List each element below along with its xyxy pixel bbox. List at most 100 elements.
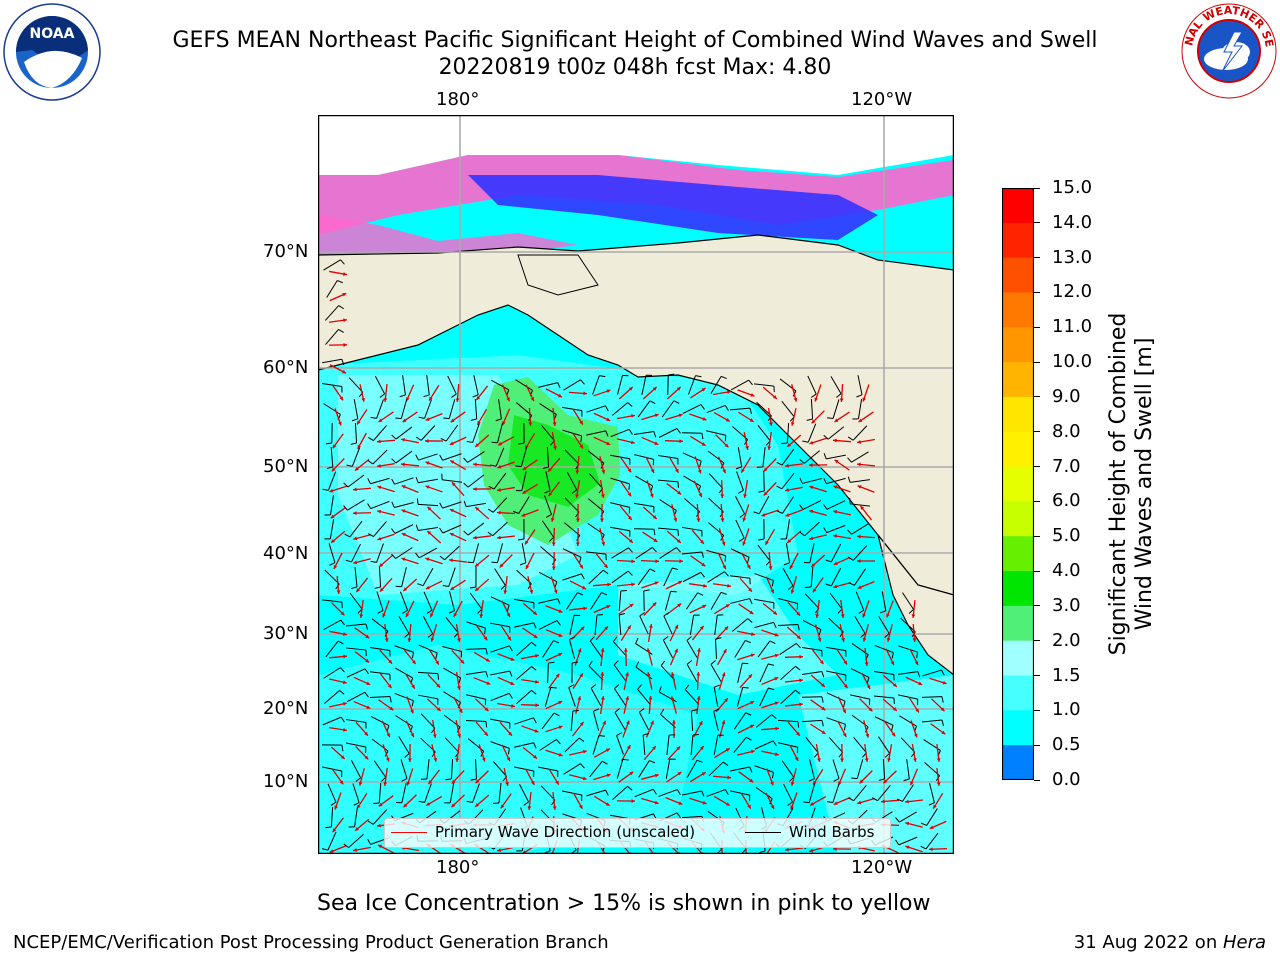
wave-direction-arrowhead — [365, 634, 370, 639]
wind-barb-flag — [367, 478, 371, 484]
wind-barb-flag — [797, 721, 800, 728]
wave-direction-arrowhead — [842, 732, 847, 737]
wave-direction-arrowhead — [342, 701, 347, 706]
wave-direction-arrowhead — [750, 724, 755, 729]
wave-direction-arrowhead — [503, 590, 508, 594]
wind-barb-flag — [847, 556, 854, 561]
wave-direction-arrowhead — [555, 673, 560, 678]
wave-direction-arrowhead — [603, 564, 608, 569]
wind-barb-flag — [789, 776, 795, 782]
wave-direction-arrowhead — [722, 469, 726, 474]
wind-barb-flag — [373, 802, 380, 805]
wave-direction-arrowhead — [892, 683, 897, 687]
wave-direction-arrowhead — [353, 536, 358, 541]
wind-barb — [882, 758, 886, 780]
wave-direction-arrowhead — [477, 420, 481, 425]
wave-direction-arrowhead — [628, 387, 633, 391]
colorbar-band — [1002, 188, 1034, 224]
wind-barb — [474, 398, 478, 420]
wind-barb-flag — [557, 382, 561, 389]
wind-barb — [354, 422, 358, 444]
wind-barb-flag — [344, 533, 351, 538]
wind-barb-flag — [351, 418, 358, 422]
wind-barb — [493, 472, 507, 490]
wind-barb — [926, 808, 938, 826]
wind-barb — [538, 382, 558, 388]
wave-direction-arrowhead — [530, 397, 535, 402]
wind-barb — [854, 616, 866, 634]
wave-direction-arrowhead — [338, 421, 342, 426]
wind-barb — [326, 280, 338, 298]
wave-direction-arrowhead — [357, 420, 361, 425]
wave-direction-arrowhead — [460, 659, 465, 664]
wind-barb-flag — [368, 533, 374, 538]
wave-direction-arrowhead — [475, 562, 479, 567]
wind-barb — [610, 502, 630, 508]
wave-direction-arrowhead — [356, 588, 361, 593]
wave-direction-arrowhead — [627, 625, 631, 630]
wind-barb — [850, 694, 870, 700]
wave-direction-arrowhead — [484, 731, 488, 736]
wind-barb — [417, 671, 439, 675]
wave-direction-arrowhead — [449, 558, 453, 563]
wind-barb — [658, 428, 678, 438]
wave-direction-arrowhead — [510, 657, 515, 661]
wave-direction-arrowhead — [843, 684, 848, 689]
wind-barb-legend-line — [745, 831, 781, 833]
wind-barb — [448, 567, 456, 587]
colorbar-tick-mark — [1034, 257, 1040, 259]
wind-barb — [922, 669, 942, 677]
wind-barb — [538, 620, 558, 630]
colorbar-band — [1002, 362, 1034, 398]
wave-direction-arrowhead — [340, 755, 345, 760]
colorbar-tick-label: 3.0 — [1052, 594, 1081, 616]
wave-direction-arrowhead — [529, 589, 534, 594]
wind-barb — [322, 716, 342, 726]
wave-direction-arrowhead — [530, 780, 535, 785]
wave-direction-arrowhead — [605, 748, 610, 753]
wave-direction-arrowhead — [886, 637, 891, 642]
wind-barb — [664, 591, 672, 611]
wind-barb-flag — [589, 636, 595, 642]
colorbar-tick-mark — [1034, 431, 1040, 433]
wind-barb — [827, 426, 845, 440]
wave-direction-arrowhead — [527, 806, 532, 810]
colorbar-tick-label: 1.5 — [1052, 664, 1081, 686]
wind-barb — [562, 429, 582, 437]
wind-barb — [642, 734, 646, 756]
wind-barb-flag — [345, 559, 352, 563]
wind-barb — [857, 399, 863, 419]
wind-barb — [327, 831, 337, 851]
wind-barb-flag — [578, 557, 582, 564]
wind-barb-flag — [370, 416, 377, 419]
wind-barb — [807, 423, 817, 443]
wind-barb — [690, 734, 694, 756]
wave-direction-arrowhead — [332, 828, 337, 833]
wind-barb — [394, 502, 414, 508]
wind-barb-flag — [639, 708, 645, 713]
wind-barb-flag — [847, 457, 852, 463]
wave-direction-arrowhead — [703, 583, 707, 588]
wind-barb-flag — [649, 400, 656, 405]
wind-barb — [518, 496, 530, 514]
wind-barb — [877, 785, 891, 801]
wind-barb-flag — [668, 373, 675, 376]
wind-barb — [828, 737, 844, 753]
wind-barb — [829, 592, 843, 610]
colorbar-tick-label: 9.0 — [1052, 385, 1081, 407]
wind-barb — [781, 400, 795, 418]
wave-direction-arrowhead — [679, 559, 683, 564]
wave-direction-arrowhead — [628, 539, 633, 543]
wind-barb — [737, 663, 743, 683]
wave-direction-arrowhead — [558, 701, 563, 705]
wind-barb-flag — [569, 636, 576, 640]
wind-barb-flag — [724, 405, 729, 411]
wave-direction-arrowhead — [583, 391, 587, 396]
wave-direction-arrowhead — [918, 681, 923, 686]
wind-barb-flag — [637, 684, 642, 690]
wave-direction-arrowhead — [787, 443, 792, 447]
wave-direction-arrowhead — [891, 732, 896, 737]
wind-barb-flag — [463, 482, 469, 488]
wave-direction-arrowhead — [698, 721, 703, 726]
wave-direction-arrowhead — [817, 637, 822, 642]
